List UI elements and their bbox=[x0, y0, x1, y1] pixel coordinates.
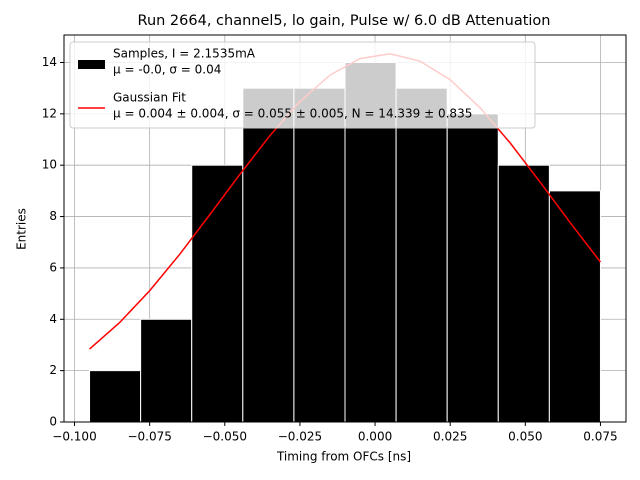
bar bbox=[395, 87, 448, 423]
bar bbox=[242, 87, 295, 423]
y-tick-label: 10 bbox=[42, 158, 57, 172]
y-tick-label: 4 bbox=[49, 312, 57, 326]
legend: Samples, I = 2.1535mA μ = -0.0, σ = 0.04 G… bbox=[69, 41, 536, 129]
x-tick-label: 0.050 bbox=[508, 430, 542, 444]
bar bbox=[497, 164, 550, 423]
bar bbox=[446, 113, 499, 423]
y-axis-label: Entries bbox=[15, 208, 29, 250]
bar bbox=[548, 190, 601, 423]
x-tick-label: −0.100 bbox=[52, 430, 96, 444]
legend-swatch bbox=[78, 60, 105, 69]
x-tick-label: 0.025 bbox=[433, 430, 467, 444]
y-tick-label: 6 bbox=[49, 260, 57, 274]
x-tick-label: 0.075 bbox=[583, 430, 617, 444]
legend-label: μ = 0.004 ± 0.004, σ = 0.055 ± 0.005, N … bbox=[113, 107, 472, 121]
x-tick-label: 0.000 bbox=[358, 430, 392, 444]
bar bbox=[293, 87, 346, 423]
legend-label: μ = -0.0, σ = 0.04 bbox=[113, 63, 221, 77]
bar bbox=[191, 164, 244, 423]
y-tick-label: 2 bbox=[49, 363, 57, 377]
legend-label: Samples, I = 2.1535mA bbox=[113, 47, 256, 61]
y-tick-label: 14 bbox=[42, 55, 57, 69]
bar bbox=[140, 318, 193, 423]
plot-frame bbox=[63, 34, 627, 423]
legend-box bbox=[69, 41, 536, 129]
y-tick-label: 8 bbox=[49, 209, 57, 223]
x-axis-label: Timing from OFCs [ns] bbox=[276, 450, 411, 464]
y-tick-label: 0 bbox=[49, 415, 57, 429]
y-tick-label: 12 bbox=[42, 106, 57, 120]
bar bbox=[89, 370, 142, 423]
chart-title: Run 2664, channel5, lo gain, Pulse w/ 6.… bbox=[138, 13, 551, 29]
x-tick-label: −0.050 bbox=[203, 430, 247, 444]
x-tick-label: −0.075 bbox=[127, 430, 171, 444]
x-tick-label: −0.025 bbox=[278, 430, 322, 444]
legend-label: Gaussian Fit bbox=[113, 91, 186, 105]
